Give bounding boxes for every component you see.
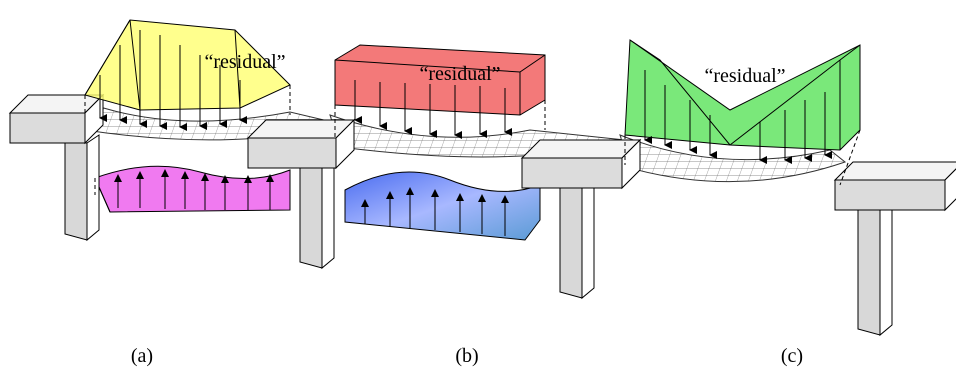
cap-front [10,113,85,143]
column-front [560,188,582,298]
annotation: “residual” [704,65,785,87]
load-block [345,172,540,240]
annotation: “residual” [419,63,500,85]
column-front [858,210,880,335]
column-side [87,135,99,240]
panel-label: (c) [781,345,803,367]
column-front [65,143,87,240]
diagram: “residual” “residual” “residual” (a) (b)… [0,0,956,375]
panel-label: (b) [455,345,478,367]
cap-top [522,140,640,158]
cap-front [835,180,945,210]
cap-top [835,162,956,180]
cap-front [248,138,336,168]
cap-front [522,158,622,188]
load-block [95,166,290,212]
column-front [300,168,322,268]
pier [10,95,103,240]
annotation: “residual” [204,51,285,73]
column-side [880,202,892,335]
column-side [582,180,594,298]
panel-label: (a) [131,345,153,367]
column-side [322,160,334,268]
pier [835,162,956,335]
